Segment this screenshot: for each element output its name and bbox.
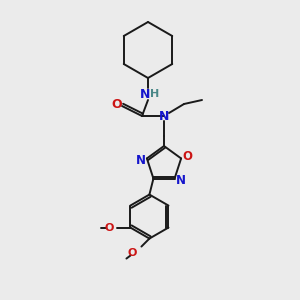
Text: N: N xyxy=(176,174,186,187)
Text: N: N xyxy=(159,110,169,122)
Text: N: N xyxy=(140,88,150,100)
Text: N: N xyxy=(136,154,146,167)
Text: O: O xyxy=(105,223,114,232)
Text: O: O xyxy=(128,248,137,258)
Text: O: O xyxy=(182,150,192,163)
Text: O: O xyxy=(112,98,122,112)
Text: H: H xyxy=(150,89,160,99)
